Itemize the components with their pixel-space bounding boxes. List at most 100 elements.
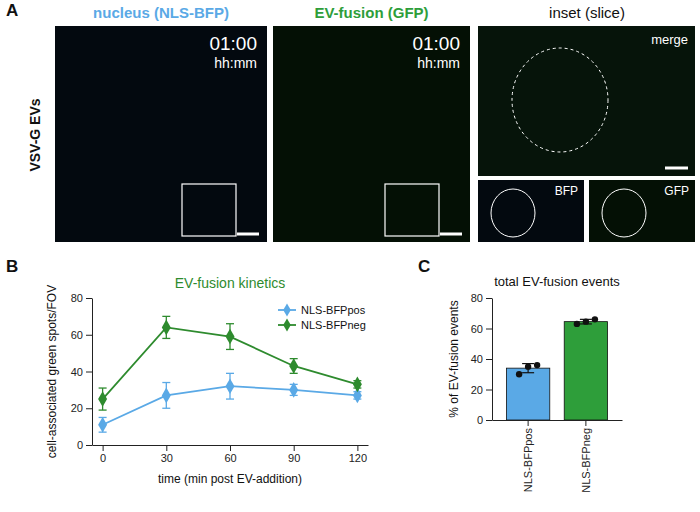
figure: ABCVSV-G EVsnucleus (NLS-BFP)01:00hh:mmE… [0,0,700,512]
tick-mark [486,420,492,421]
tick: 0 [77,439,92,451]
marker [353,377,362,393]
error-bar [522,364,534,373]
tick-label: 90 [288,452,300,464]
timestamp: 01:00 [412,33,460,54]
marker [162,320,171,336]
bar [506,368,549,420]
timestamp: 01:00 [209,33,257,54]
error-bar-cap [99,409,107,410]
marker [226,329,235,345]
nucleus-outline [491,189,535,237]
bar-chart: NLS-BFPposNLS-BFPneg020406080total EV-fu… [447,274,623,493]
bar [564,322,607,420]
error-bar-cap [162,338,170,339]
tick-label: 20 [471,384,483,396]
tick: 80 [471,292,492,304]
tick-mark [86,372,92,373]
legend-marker [283,318,291,331]
tick: 40 [71,366,92,378]
legend: NLS-BFPpos NLS-BFPneg [278,303,366,331]
x-axis-title: time (min post EV-addition) [158,472,302,486]
data-point [592,316,598,322]
channel-label: GFP [664,184,689,198]
axis: 0 20 40 60 80 [471,292,493,426]
error-bar [580,319,592,324]
axis: 0 30 60 90 120 [93,445,369,464]
marker [98,417,107,433]
y-axis-title: % of EV-fusion events [447,300,461,417]
tick-label: 40 [471,353,483,365]
error-bar [99,417,107,432]
tick: 40 [471,353,492,365]
tick: 120 [349,445,367,464]
data-point [574,321,580,327]
error-bar-cap [226,398,234,399]
tick-mark [486,359,492,360]
scale-bar [440,233,462,236]
tick-mark [230,445,231,451]
inset-box [385,184,439,236]
error-bar-cap [226,373,234,374]
channel-image [589,180,695,242]
chart-title: EV-fusion kinetics [175,275,286,291]
tick-mark [294,445,295,451]
tick-mark [486,329,492,330]
error-bar-cap [522,372,534,373]
tick-label: 120 [349,452,367,464]
axis: NLS-BFPpos NLS-BFPneg [493,420,623,493]
data-point [583,318,589,324]
tick: 60 [224,445,236,464]
tick-label: 30 [161,452,173,464]
nucleus-outline [512,48,608,152]
image [273,26,470,242]
error-bar [226,324,234,350]
tick-label: 60 [471,323,483,335]
tick-label: 60 [71,329,83,341]
series [98,373,362,432]
tick-mark [86,408,92,409]
tick: 60 [471,323,492,335]
tick-mark [86,298,92,299]
image-title: nucleus (NLS-BFP) [93,4,229,21]
panel-a: VSV-G EVsnucleus (NLS-BFP)01:00hh:mmEV-f… [27,4,695,242]
tick-mark [86,335,92,336]
inset-image [478,26,695,176]
tick: NLS-BFPneg [580,420,592,493]
tick: 0 [477,414,492,426]
error-bar [99,388,107,410]
tick: 60 [71,329,92,341]
error-bar-cap [162,408,170,409]
tick: 20 [471,384,492,396]
tick: NLS-BFPpos [522,420,534,492]
tick-mark [103,445,104,451]
tick-mark [86,445,92,446]
tick: 30 [161,445,173,464]
image-title: EV-fusion (GFP) [314,4,428,21]
error-bar [162,316,170,338]
marker [162,388,171,404]
data-point [525,363,531,369]
tick-label: 0 [100,452,106,464]
error-bar-cap [99,387,107,388]
error-bar-cap [226,349,234,350]
nucleus-outline [602,189,646,237]
line-chart: 0306090120020406080EV-fusion kineticstim… [45,275,369,486]
tick: 20 [71,402,92,414]
plot-area [98,316,362,432]
marker [226,378,235,394]
tick-mark [585,420,586,426]
panel-letter: A [6,1,18,20]
legend-label: NLS-BFPpos [301,304,366,316]
tick-mark [486,390,492,391]
tick-mark [166,445,167,451]
plot-area [506,316,607,420]
tick-label: NLS-BFPneg [580,428,592,493]
panel-letter: B [6,257,18,276]
legend-label: NLS-BFPneg [301,319,366,331]
tick-mark [528,420,529,426]
tick-mark [357,445,358,451]
error-bar [162,383,170,409]
tick-label: 40 [71,366,83,378]
tick-label: 60 [224,452,236,464]
